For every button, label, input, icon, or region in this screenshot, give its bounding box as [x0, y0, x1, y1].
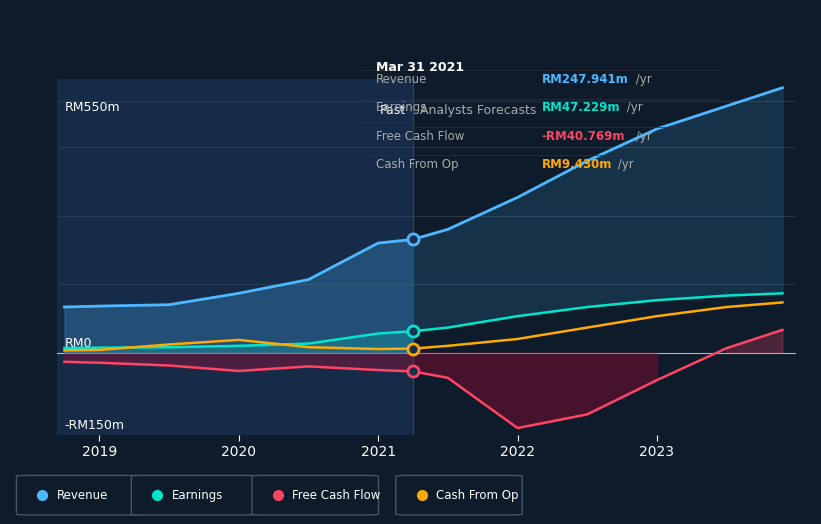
Text: Free Cash Flow: Free Cash Flow — [376, 130, 464, 143]
Text: -RM40.769m: -RM40.769m — [542, 130, 626, 143]
FancyBboxPatch shape — [16, 475, 143, 515]
Text: RM47.229m: RM47.229m — [542, 102, 621, 114]
FancyBboxPatch shape — [252, 475, 378, 515]
Text: Earnings: Earnings — [376, 102, 427, 114]
Text: -RM150m: -RM150m — [64, 419, 125, 432]
Text: Cash From Op: Cash From Op — [376, 158, 458, 171]
Text: Cash From Op: Cash From Op — [436, 489, 518, 501]
Text: Revenue: Revenue — [57, 489, 108, 501]
Text: /yr: /yr — [623, 102, 643, 114]
Text: Free Cash Flow: Free Cash Flow — [292, 489, 381, 501]
Text: Mar 31 2021: Mar 31 2021 — [376, 61, 464, 74]
Text: RM247.941m: RM247.941m — [542, 73, 629, 86]
Text: Revenue: Revenue — [376, 73, 427, 86]
Text: /yr: /yr — [632, 130, 652, 143]
Text: RM0: RM0 — [64, 337, 92, 351]
Text: RM9.430m: RM9.430m — [542, 158, 612, 171]
Text: /yr: /yr — [614, 158, 634, 171]
Text: Past: Past — [380, 104, 406, 117]
Text: Analysts Forecasts: Analysts Forecasts — [420, 104, 536, 117]
Bar — [57, 79, 413, 435]
Text: /yr: /yr — [632, 73, 652, 86]
Text: Earnings: Earnings — [172, 489, 223, 501]
Text: RM550m: RM550m — [64, 102, 120, 114]
FancyBboxPatch shape — [396, 475, 522, 515]
FancyBboxPatch shape — [131, 475, 258, 515]
Bar — [413, 79, 796, 435]
